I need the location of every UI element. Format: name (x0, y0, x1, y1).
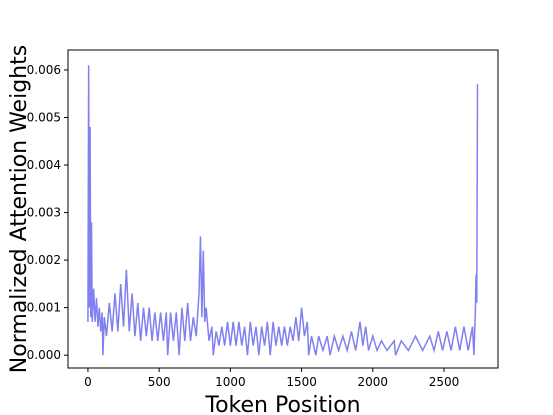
plot-frame (67, 49, 499, 369)
data-line (87, 65, 479, 356)
x-tick-label: 0 (84, 375, 92, 389)
x-tick-label: 1500 (286, 375, 317, 389)
y-tick-label: 0.004 (27, 158, 61, 172)
y-tick-label: 0.002 (27, 253, 61, 267)
x-tick-label: 2000 (358, 375, 389, 389)
x-tick-label: 2500 (429, 375, 460, 389)
x-tick-label: 1000 (215, 375, 246, 389)
y-axis-label: Normalized Attention Weights (7, 45, 32, 373)
y-tick-label: 0.005 (27, 110, 61, 124)
x-axis-label: Token Position (204, 393, 360, 415)
y-tick-label: 0.003 (27, 206, 61, 220)
y-tick-label: 0.000 (27, 348, 61, 362)
y-tick-label: 0.006 (27, 63, 61, 77)
x-tick-label: 500 (148, 375, 171, 389)
y-tick-label: 0.001 (27, 301, 61, 315)
